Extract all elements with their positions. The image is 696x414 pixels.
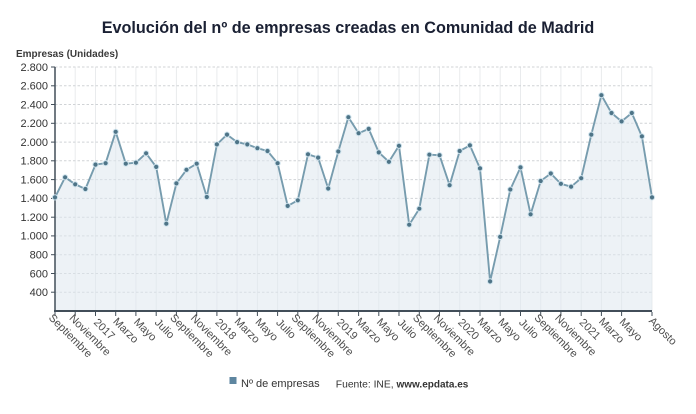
svg-text:Fuente: INE, www.epdata.es: Fuente: INE, www.epdata.es [336, 380, 469, 391]
svg-text:Empresas (Unidades): Empresas (Unidades) [16, 49, 118, 60]
svg-text:800: 800 [30, 250, 48, 262]
svg-text:1.000: 1.000 [20, 231, 48, 243]
svg-text:1.200: 1.200 [20, 212, 48, 224]
svg-text:Evolución del nº de empresas c: Evolución del nº de empresas creadas en … [102, 19, 595, 37]
svg-text:2.600: 2.600 [20, 81, 48, 93]
svg-text:600: 600 [30, 268, 48, 280]
svg-text:1.600: 1.600 [20, 174, 48, 186]
svg-text:2.400: 2.400 [20, 99, 48, 111]
svg-text:2.800: 2.800 [20, 62, 48, 74]
svg-text:1.400: 1.400 [20, 193, 48, 205]
svg-text:2.200: 2.200 [20, 118, 48, 130]
svg-text:1.800: 1.800 [20, 156, 48, 168]
svg-text:2.000: 2.000 [20, 137, 48, 149]
svg-text:Nº de empresas: Nº de empresas [241, 378, 320, 390]
svg-text:400: 400 [30, 287, 48, 299]
